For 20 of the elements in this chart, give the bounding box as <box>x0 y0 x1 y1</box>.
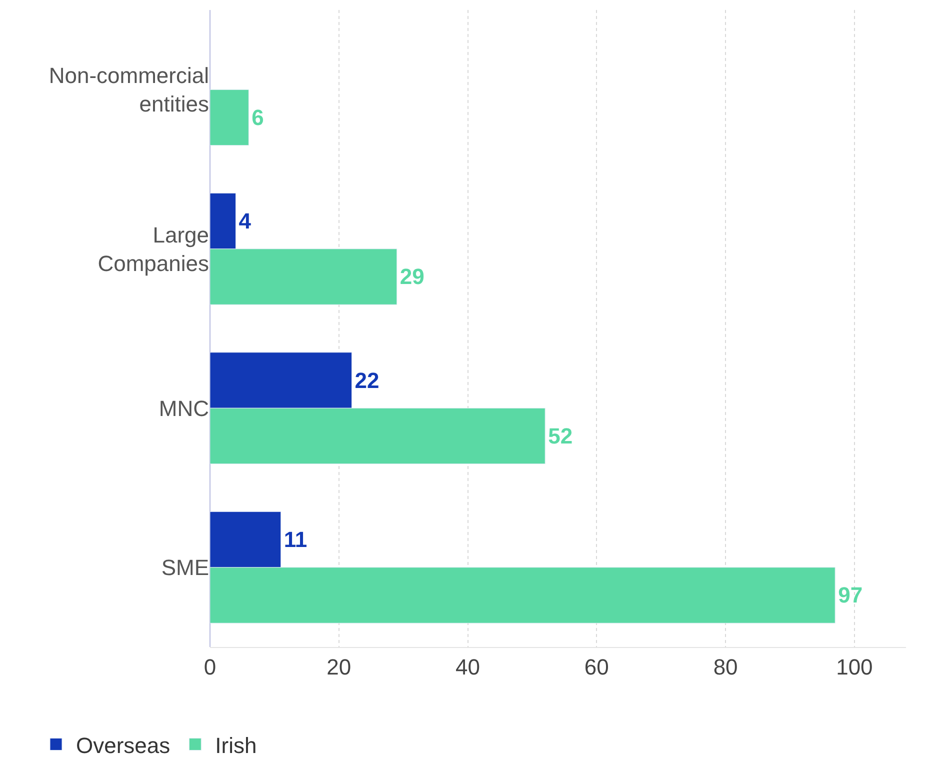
data-label: 22 <box>354 368 380 393</box>
x-tick-label: 0 <box>204 654 216 680</box>
legend-label: Overseas <box>76 732 170 758</box>
data-label: 97 <box>838 582 863 608</box>
y-tick-label: Non-commercial entities <box>48 63 209 117</box>
x-tick-label: 20 <box>326 654 352 680</box>
data-label: 11 <box>284 527 308 552</box>
data-label: 6 <box>252 104 264 130</box>
x-tick-label: 80 <box>713 654 738 680</box>
data-label: 52 <box>548 423 573 448</box>
y-tick-label: MNC <box>158 396 210 421</box>
y-tick-label: SME <box>161 555 209 580</box>
data-label: 4 <box>238 208 252 234</box>
x-tick-label: 40 <box>456 654 480 680</box>
data-label: 29 <box>400 264 424 290</box>
x-tick-label: 100 <box>836 654 873 680</box>
bar <box>210 89 249 146</box>
x-tick-label: 60 <box>584 654 609 680</box>
legend-label: Irish <box>215 732 257 758</box>
y-tick-label: Large Companies <box>98 222 209 276</box>
